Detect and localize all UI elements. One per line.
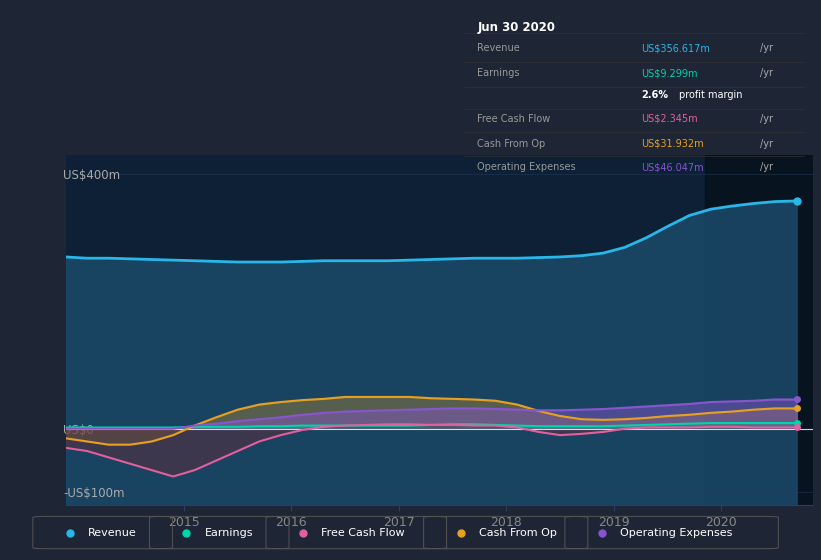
Text: Cash From Op: Cash From Op (479, 528, 557, 538)
Text: profit margin: profit margin (678, 90, 742, 100)
Text: Free Cash Flow: Free Cash Flow (321, 528, 405, 538)
Text: 2.6%: 2.6% (641, 90, 668, 100)
Text: /yr: /yr (760, 162, 773, 172)
Text: US$46.047m: US$46.047m (641, 162, 704, 172)
Text: /yr: /yr (760, 68, 773, 78)
Text: /yr: /yr (760, 114, 773, 124)
Text: /yr: /yr (760, 43, 773, 53)
Bar (705, 155, 813, 505)
Text: Operating Expenses: Operating Expenses (478, 162, 576, 172)
Text: US$9.299m: US$9.299m (641, 68, 698, 78)
Text: Jun 30 2020: Jun 30 2020 (478, 21, 556, 34)
Text: Revenue: Revenue (88, 528, 136, 538)
Text: Cash From Op: Cash From Op (478, 139, 546, 149)
Text: Earnings: Earnings (478, 68, 520, 78)
Text: Earnings: Earnings (204, 528, 253, 538)
Text: Free Cash Flow: Free Cash Flow (478, 114, 551, 124)
Text: US$2.345m: US$2.345m (641, 114, 698, 124)
Text: Revenue: Revenue (478, 43, 521, 53)
Text: US$356.617m: US$356.617m (641, 43, 710, 53)
Text: Operating Expenses: Operating Expenses (620, 528, 732, 538)
Text: /yr: /yr (760, 139, 773, 149)
Text: US$31.932m: US$31.932m (641, 139, 704, 149)
